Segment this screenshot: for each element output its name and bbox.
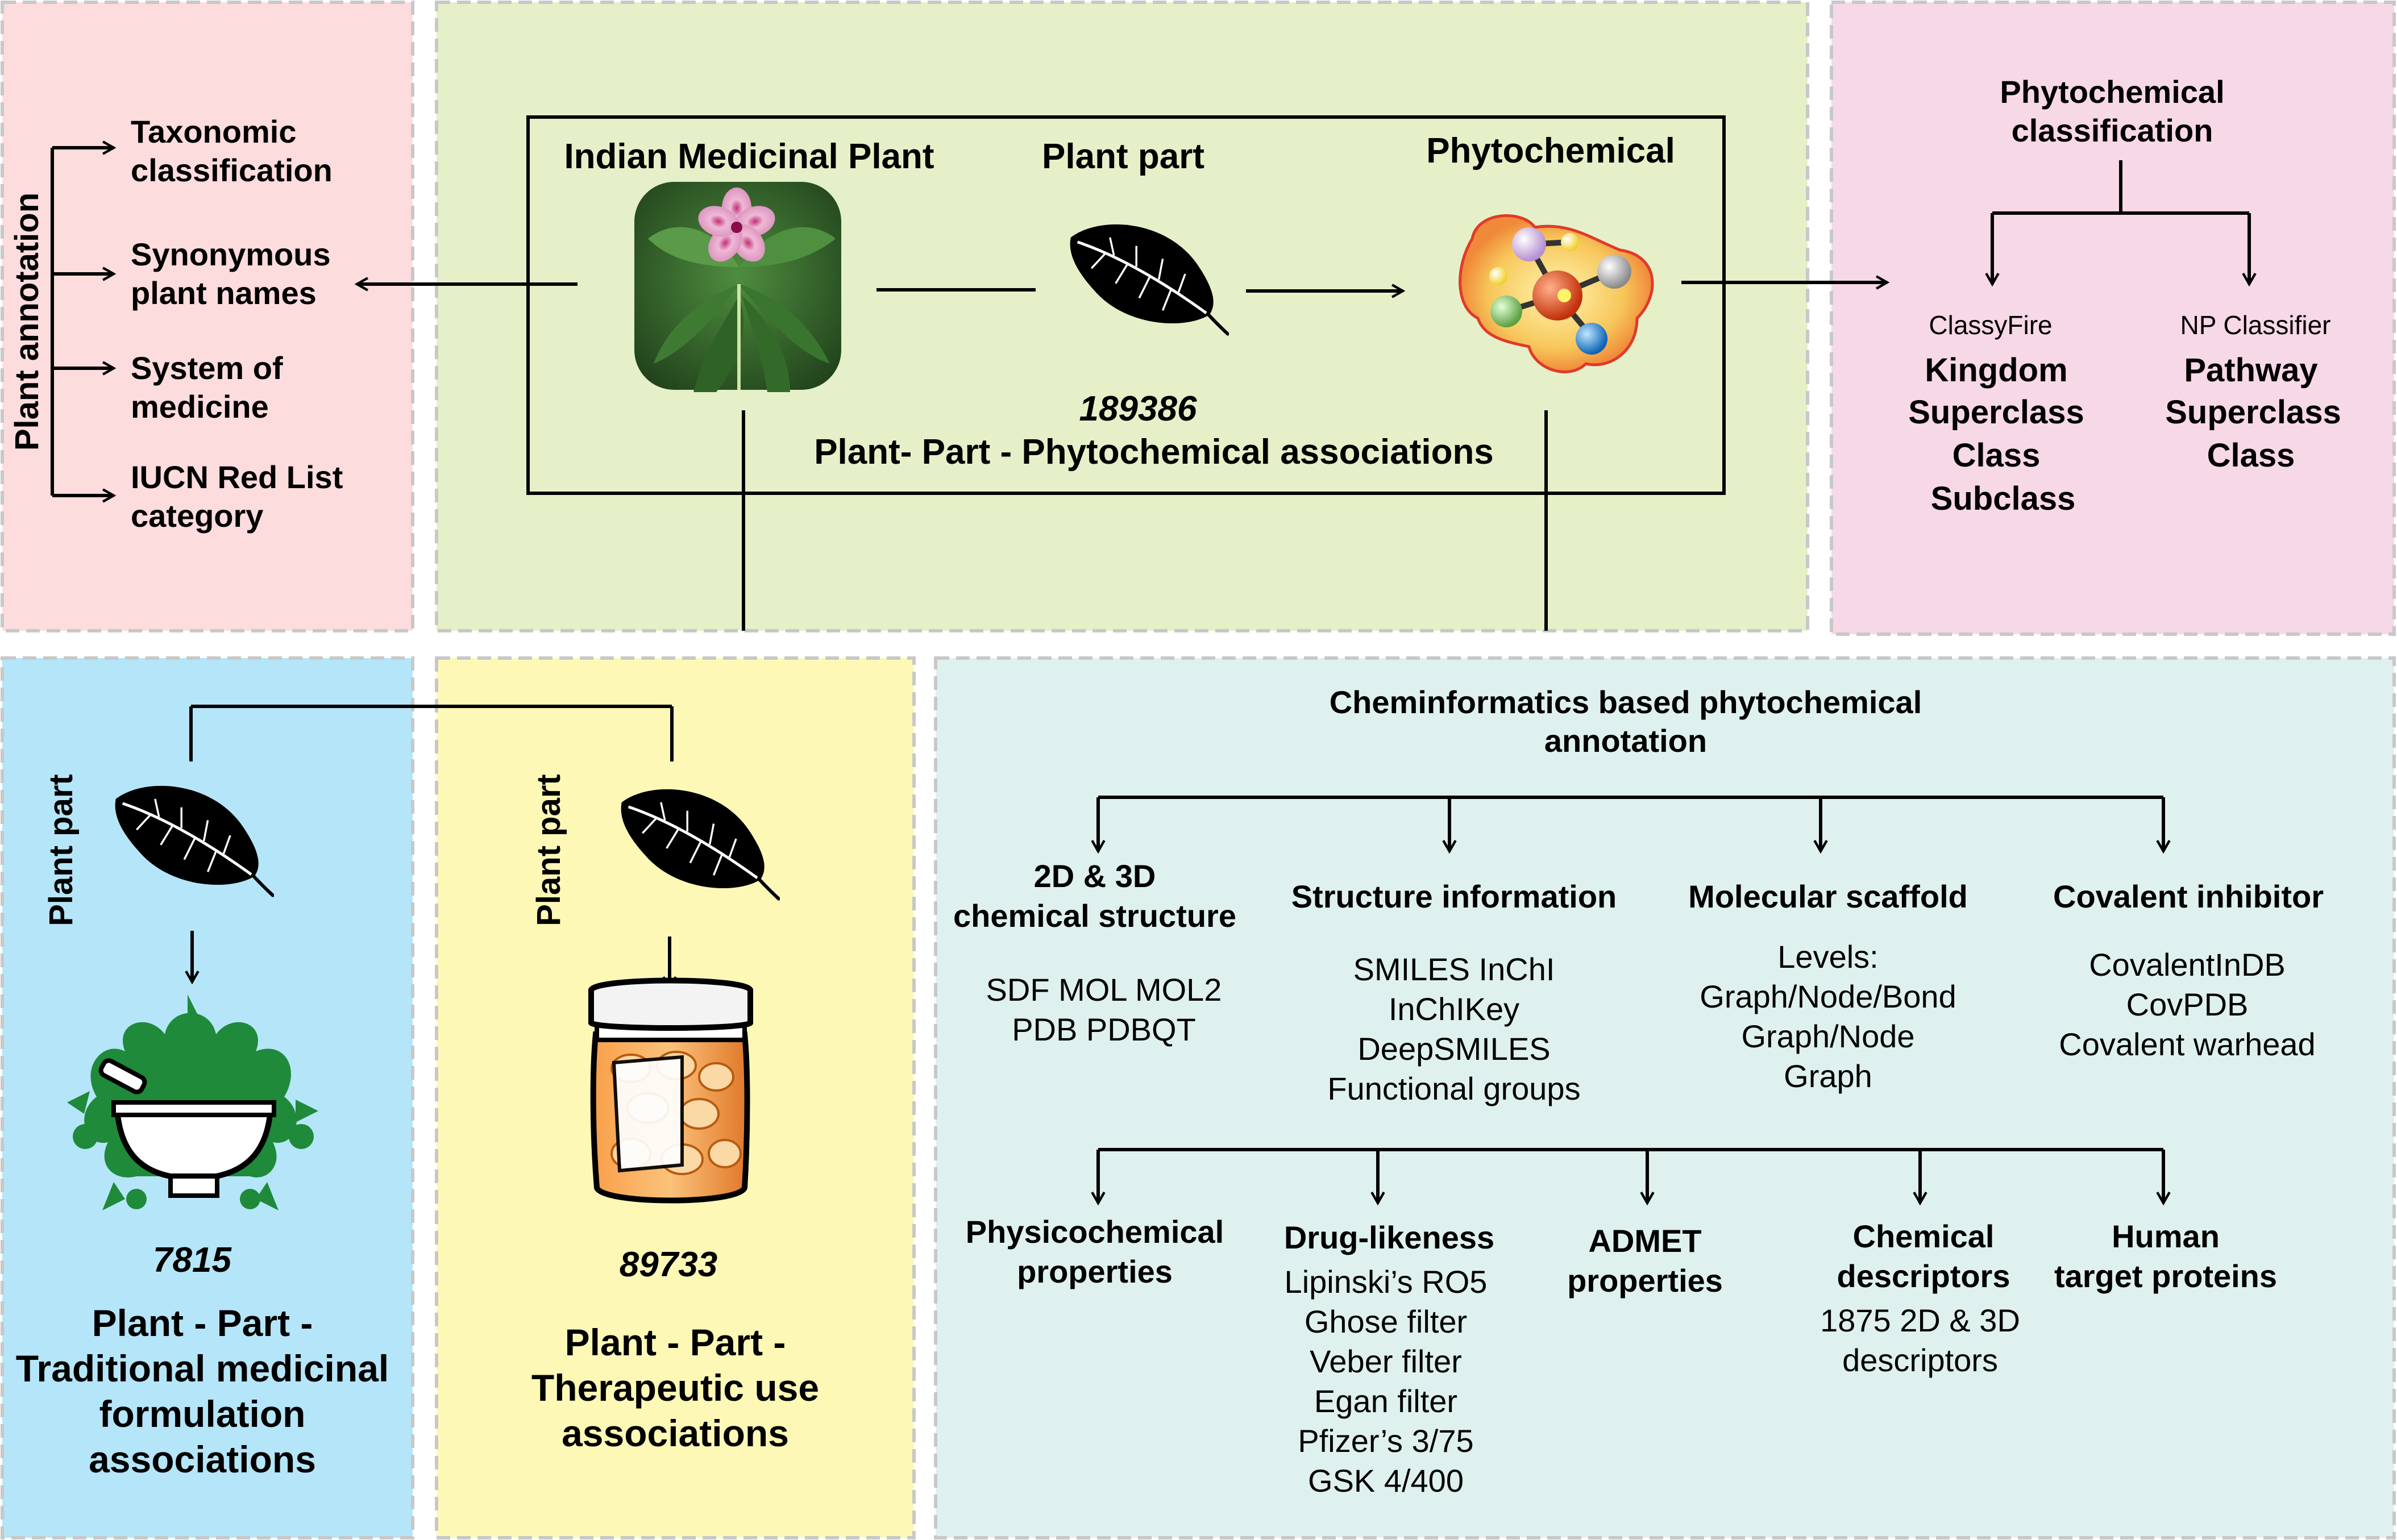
chem-category-item: GSK 4/400 xyxy=(1308,1463,1464,1499)
npclassifier-level: Pathway xyxy=(2184,352,2318,389)
plant-part-label: Plant part xyxy=(1042,137,1204,176)
chem-category-title: target proteins xyxy=(2054,1258,2278,1294)
chem-category-item: Veber filter xyxy=(1310,1343,1462,1379)
panel-classification xyxy=(1830,1,2396,636)
chem-category-item: SDF MOL MOL2 xyxy=(986,972,1222,1008)
chem-category-item: Egan filter xyxy=(1314,1383,1458,1419)
therapeutic-count: 89733 xyxy=(619,1245,718,1284)
mortar-pestle-herbs-icon xyxy=(67,994,318,1210)
formulation-side-label: Plant part xyxy=(43,774,80,926)
annotation-item-line: IUCN Red List xyxy=(131,459,343,495)
chem-tree-row1 xyxy=(1091,796,2171,854)
annotation-item-line: category xyxy=(131,498,264,534)
cheminformatics-title-line: annotation xyxy=(1544,723,1708,759)
chem-category-title: properties xyxy=(1017,1254,1173,1289)
chem-category-item: DeepSMILES xyxy=(1357,1031,1551,1067)
annotation-item-line: System of xyxy=(131,350,283,386)
npclassifier-label: NP Classifier xyxy=(2180,310,2331,340)
classyfire-level: Subclass xyxy=(1930,480,2076,517)
formulation-caption-line: formulation xyxy=(99,1393,306,1435)
phytochemical-label: Phytochemical xyxy=(1426,131,1675,170)
chem-category-title: Structure information xyxy=(1291,879,1617,914)
annotation-item-line: Synonymous xyxy=(131,236,331,272)
chem-category-item: Covalent warhead xyxy=(2059,1026,2316,1062)
classyfire-level: Kingdom xyxy=(1925,352,2068,389)
medicine-jar-icon xyxy=(588,977,753,1204)
chem-category-title: Drug-likeness xyxy=(1283,1219,1495,1255)
chem-category-title: ADMET xyxy=(1588,1223,1702,1259)
classyfire-level: Class xyxy=(1952,437,2041,474)
chem-category-item: PDB PDBQT xyxy=(1012,1012,1196,1047)
formulation-caption-line: Traditional medicinal xyxy=(15,1347,389,1389)
panel-plant-annotation xyxy=(1,1,414,632)
chem-category-title: Covalent inhibitor xyxy=(2053,879,2324,914)
chem-category-item: Levels: xyxy=(1777,939,1879,975)
center-connectors xyxy=(742,275,1890,631)
chem-category-title: Physicochemical xyxy=(965,1214,1224,1250)
chem-category-title: properties xyxy=(1567,1263,1723,1298)
association-count: 189386 xyxy=(1079,389,1197,428)
chem-category-title: Molecular scaffold xyxy=(1688,879,1968,914)
periwinkle-plant-photo xyxy=(634,182,841,392)
chem-category-item: Functional groups xyxy=(1327,1071,1581,1106)
chem-category-title: 2D & 3D xyxy=(1033,858,1156,894)
classyfire-level: Superclass xyxy=(1908,394,2084,431)
chem-category-title: Human xyxy=(2112,1218,2220,1254)
molecule-icon xyxy=(1459,214,1654,373)
annotation-item-line: plant names xyxy=(131,275,317,311)
formulation-caption-line: associations xyxy=(89,1438,316,1480)
classification-title-line: classification xyxy=(2011,113,2213,148)
chem-category-title: Chemical xyxy=(1852,1218,1995,1254)
chem-category-item: Graph xyxy=(1784,1058,1872,1094)
chem-category-item: Ghose filter xyxy=(1304,1304,1468,1339)
annotation-item-line: medicine xyxy=(131,389,269,424)
formulation-caption-line: Plant - Part - xyxy=(92,1302,313,1344)
chem-category-title: chemical structure xyxy=(953,898,1236,934)
chem-category-item: descriptors xyxy=(1842,1342,1998,1378)
chem-category-item: CovPDB xyxy=(2126,987,2249,1022)
therapeutic-caption-line: Therapeutic use xyxy=(531,1367,820,1409)
npclassifier-level: Superclass xyxy=(2165,394,2341,431)
association-box xyxy=(526,115,1726,495)
association-caption: Plant- Part - Phytochemical associations xyxy=(814,432,1494,472)
chem-tree-row2 xyxy=(1091,1148,2171,1206)
panel-cheminformatics xyxy=(934,656,2396,1539)
npclassifier-level: Class xyxy=(2207,437,2295,474)
chem-category-item: Graph/Node xyxy=(1741,1018,1915,1054)
classification-tree xyxy=(1985,160,2257,287)
chem-category-item: CovalentInDB xyxy=(2089,947,2286,983)
formulation-count: 7815 xyxy=(153,1241,231,1280)
chem-category-item: 1875 2D & 3D xyxy=(1820,1302,2020,1338)
chem-category-item: Graph/Node/Bond xyxy=(1700,979,1956,1014)
annotation-item-line: Taxonomic xyxy=(131,114,297,149)
classyfire-label: ClassyFire xyxy=(1929,310,2053,340)
annotation-item-line: classification xyxy=(131,152,333,188)
chem-category-item: Lipinski’s RO5 xyxy=(1284,1264,1488,1300)
cheminformatics-title-line: Cheminformatics based phytochemical xyxy=(1329,684,1922,720)
classification-title-line: Phytochemical xyxy=(2000,74,2225,110)
chem-category-title: descriptors xyxy=(1837,1258,2010,1294)
plant-annotation-title: Plant annotation xyxy=(9,192,45,451)
therapeutic-side-label: Plant part xyxy=(530,774,567,926)
chem-category-item: Pfizer’s 3/75 xyxy=(1298,1423,1474,1459)
chem-category-item: SMILES InChI xyxy=(1353,951,1555,987)
therapeutic-caption-line: Plant - Part - xyxy=(564,1321,786,1363)
plant-annotation-bracket xyxy=(51,140,578,503)
plant-label: Indian Medicinal Plant xyxy=(564,137,934,176)
therapeutic-caption-line: associations xyxy=(562,1412,789,1454)
chem-category-item: InChIKey xyxy=(1388,991,1520,1027)
